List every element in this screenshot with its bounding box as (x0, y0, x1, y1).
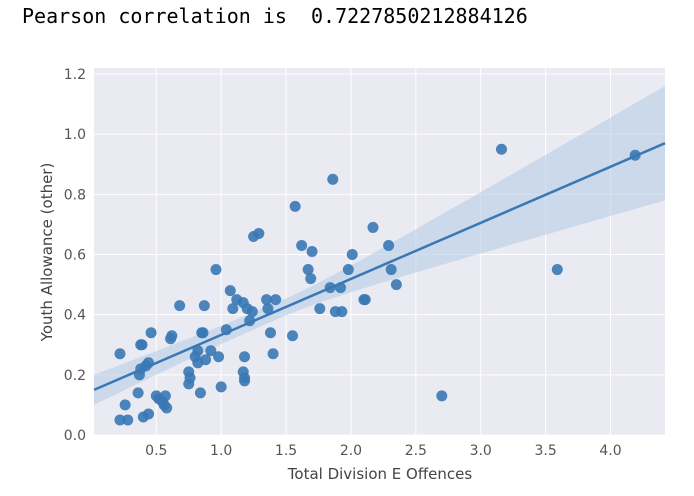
regression-line (93, 142, 666, 392)
data-point (246, 306, 258, 318)
correlation-label: Pearson correlation is (22, 4, 287, 28)
data-point (224, 285, 236, 297)
data-point (264, 327, 276, 339)
data-point (336, 306, 348, 318)
data-point (262, 303, 274, 315)
x-axis-ticks: 0.5 1.0 1.5 2.0 2.5 3.0 3.5 4.0 (145, 443, 621, 459)
data-point (261, 294, 273, 306)
data-point (495, 143, 507, 155)
data-point (200, 354, 212, 366)
data-point (227, 303, 239, 315)
data-point (324, 282, 336, 294)
data-point (253, 227, 265, 239)
grid-lines (94, 68, 665, 436)
correlation-header: Pearson correlation is 0.722785021288412… (22, 4, 528, 28)
data-point (436, 390, 448, 402)
data-point (119, 399, 131, 411)
x-tick-label: 2.0 (340, 443, 362, 459)
data-point (287, 330, 299, 342)
data-point (166, 330, 178, 342)
data-point (184, 372, 196, 384)
data-point (122, 414, 134, 426)
data-point (205, 345, 217, 357)
x-tick-label: 1.0 (210, 443, 232, 459)
data-point (390, 279, 402, 291)
data-point (114, 348, 126, 360)
data-point (367, 221, 379, 233)
data-point (244, 315, 256, 327)
data-point (192, 345, 204, 357)
data-point (159, 390, 171, 402)
data-point (359, 294, 371, 306)
y-tick-label: 0.0 (64, 428, 86, 444)
data-point (289, 200, 301, 212)
data-point (385, 264, 397, 276)
y-tick-label: 1.0 (64, 127, 86, 143)
data-point (114, 414, 126, 426)
y-tick-label: 0.4 (64, 308, 86, 324)
data-point (132, 387, 144, 399)
data-point (210, 264, 222, 276)
data-point (198, 300, 210, 312)
correlation-value: 0.7227850212884126 (311, 4, 528, 28)
data-point (145, 327, 157, 339)
x-tick-label: 0.5 (145, 443, 167, 459)
confidence-band (94, 86, 665, 405)
data-point (215, 381, 227, 393)
data-point (296, 239, 308, 251)
x-tick-label: 3.5 (534, 443, 556, 459)
data-point (213, 351, 225, 363)
data-point (346, 249, 358, 261)
data-point (383, 239, 395, 251)
y-axis-ticks: 0.0 0.2 0.4 0.6 0.8 1.0 1.2 (64, 67, 86, 444)
data-point (220, 324, 232, 336)
data-point (239, 351, 251, 363)
data-point (302, 264, 314, 276)
data-point (143, 408, 155, 420)
data-point (342, 264, 354, 276)
x-tick-label: 3.0 (470, 443, 492, 459)
x-tick-label: 4.0 (599, 443, 621, 459)
data-point (161, 402, 173, 414)
data-point (194, 387, 206, 399)
y-axis-label: Youth Allowance (other) (38, 163, 56, 343)
data-point (239, 375, 251, 387)
data-point (306, 246, 318, 257)
y-tick-label: 0.6 (64, 248, 86, 264)
y-tick-label: 0.2 (64, 368, 86, 384)
data-point (551, 264, 563, 276)
data-point (174, 300, 186, 312)
y-tick-label: 0.8 (64, 187, 86, 203)
data-points (114, 143, 641, 426)
data-point (136, 339, 148, 351)
y-tick-label: 1.2 (64, 67, 86, 83)
data-point (143, 357, 155, 369)
x-axis-label: Total Division E Offences (287, 465, 473, 483)
data-point (305, 273, 317, 285)
data-point (270, 294, 282, 306)
x-tick-label: 1.5 (275, 443, 297, 459)
x-tick-label: 2.5 (405, 443, 427, 459)
data-point (327, 173, 339, 185)
data-point (197, 327, 209, 339)
data-point (335, 282, 347, 294)
data-point (314, 303, 326, 315)
data-point (267, 348, 279, 360)
data-point (629, 149, 641, 161)
